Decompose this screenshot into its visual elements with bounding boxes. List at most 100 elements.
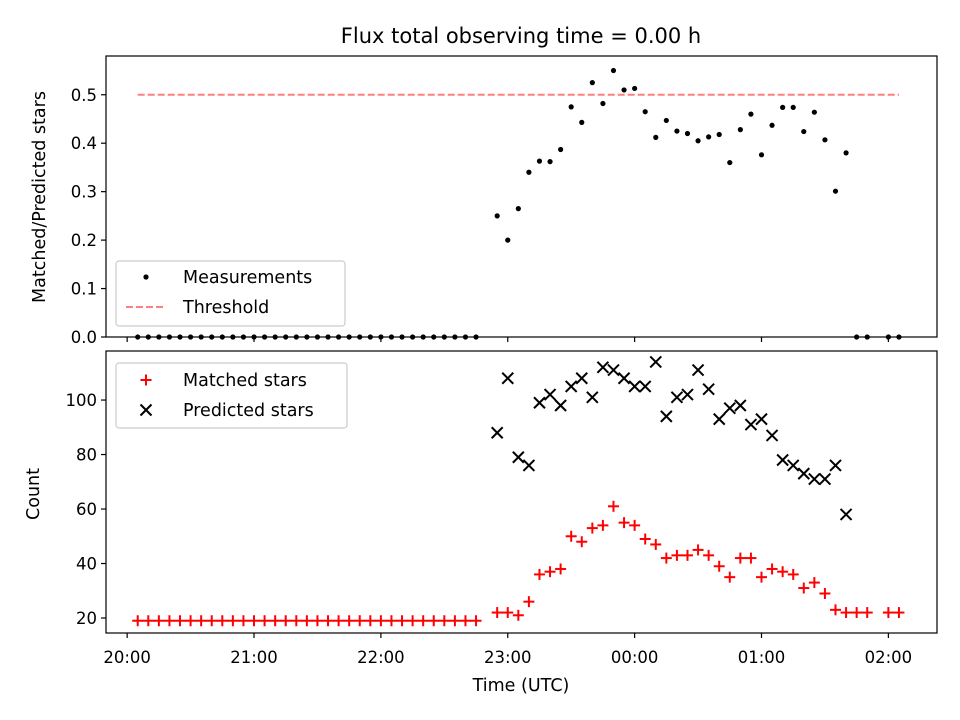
measurement-point-39 (558, 146, 564, 153)
matched-point-4 (174, 615, 186, 627)
bottom-axes-frame (105, 350, 938, 634)
measurement-point-61 (790, 104, 796, 110)
bottom-xtick-label-2: 22:00 (357, 648, 405, 667)
predicted-point-9 (586, 391, 599, 404)
top-ytick-label-2: 0.2 (71, 231, 97, 250)
matched-point-7 (206, 615, 218, 627)
measurement-point-37 (536, 158, 543, 164)
matched-point-49 (660, 552, 672, 564)
measurement-point-34 (505, 237, 511, 243)
predicted-point-1 (501, 372, 514, 385)
predicted-point-32-b (829, 459, 842, 472)
matched-point-36 (523, 596, 535, 608)
predicted-point-30 (808, 472, 821, 486)
measurement-point-56 (737, 127, 743, 133)
predicted-point-20-b (702, 382, 715, 396)
legend-predicted-label: Predicted stars (183, 401, 314, 421)
predicted-point-0 (490, 426, 504, 439)
bottom-legend-box (115, 362, 348, 429)
measurement-point-43 (600, 100, 606, 107)
predicted-point-13-b (628, 380, 641, 393)
matched-point-56 (734, 552, 746, 564)
matched-point-58 (755, 571, 767, 583)
measurement-point-36 (526, 169, 532, 175)
matched-point-6 (195, 615, 207, 627)
measurement-point-65 (832, 188, 839, 194)
predicted-point-5 (543, 388, 557, 401)
matched-point-5 (185, 615, 197, 627)
predicted-point-21 (712, 412, 726, 426)
matched-point-45 (618, 517, 630, 529)
predicted-point-4-b (533, 396, 546, 409)
predicted-point-6-b (554, 399, 567, 412)
matched-point-33 (491, 607, 503, 619)
matched-point-37 (533, 568, 545, 580)
predicted-point-9-b (586, 391, 599, 404)
predicted-point-4 (533, 396, 546, 409)
x-axis-label: Time (UTC) (472, 676, 570, 696)
predicted-point-0-b (490, 426, 504, 439)
measurement-point-35 (515, 206, 521, 212)
measurement-point-64 (822, 137, 828, 143)
legend-matched-label: Matched stars (183, 371, 307, 391)
matched-point-43 (597, 519, 609, 531)
matched-point-61 (787, 568, 799, 580)
matched-point-30 (449, 615, 461, 627)
predicted-point-6 (554, 399, 567, 412)
bottom-ytick-label-3: 80 (76, 446, 97, 465)
measurement-point-53 (706, 134, 712, 140)
predicted-point-12 (617, 372, 631, 385)
predicted-point-19-b (691, 363, 705, 377)
matched-point-39 (555, 563, 567, 575)
measurement-point-54 (716, 131, 722, 138)
predicted-point-26-b (765, 429, 779, 442)
matched-point-67 (851, 607, 863, 619)
predicted-point-22-b (723, 402, 736, 415)
predicted-point-15 (649, 355, 662, 369)
predicted-point-8-b (575, 372, 588, 385)
bottom-ytick-label-1: 40 (76, 555, 97, 574)
matched-point-44 (607, 500, 619, 512)
legend-measurements-marker (143, 274, 149, 280)
matched-point-60 (777, 566, 789, 578)
measurement-point-38 (547, 159, 553, 165)
measurement-point-42 (589, 80, 595, 86)
predicted-point-3 (522, 459, 536, 472)
predicted-point-2 (512, 451, 525, 464)
matched-point-17 (311, 615, 323, 627)
matched-point-68 (861, 607, 873, 619)
measurement-point-48 (653, 134, 659, 140)
measurement-point-52 (695, 138, 701, 144)
predicted-point-24 (744, 418, 758, 431)
measurement-point-40 (568, 104, 574, 110)
legend-measurements-label: Measurements (183, 268, 312, 288)
predicted-point-12-b (617, 372, 631, 385)
matched-point-55 (724, 571, 736, 583)
matched-point-13 (269, 615, 281, 627)
matched-point-51 (681, 549, 693, 561)
top-ytick-label-3: 0.3 (71, 183, 97, 202)
matched-point-11 (248, 615, 260, 627)
predicted-point-28-b (787, 459, 800, 472)
predicted-point-27-b (776, 453, 789, 467)
measurement-point-49 (663, 117, 669, 124)
matched-point-65 (830, 604, 842, 616)
predicted-point-3-b (522, 459, 536, 472)
matched-point-29 (438, 615, 450, 627)
top-plot-panel: 0.0 0.1 0.2 0.3 0.4 0.5 Measurements Threshold (71, 55, 938, 347)
predicted-point-24-b (744, 418, 758, 431)
matched-point-3 (163, 615, 175, 627)
predicted-point-21-b (712, 412, 726, 426)
matched-point-47 (639, 533, 651, 545)
top-legend-box (115, 260, 346, 327)
matched-point-12 (259, 615, 271, 627)
predicted-point-25 (755, 412, 768, 426)
matched-point-59 (766, 563, 778, 575)
bottom-legend: Matched stars Predicted stars (115, 362, 348, 429)
predicted-point-1-b (501, 372, 514, 385)
measurement-point-59 (769, 122, 775, 128)
matched-point-63 (808, 577, 820, 589)
bottom-ytick-label-2: 60 (76, 500, 97, 519)
measurement-point-50 (674, 128, 680, 134)
matched-point-53 (703, 549, 715, 561)
